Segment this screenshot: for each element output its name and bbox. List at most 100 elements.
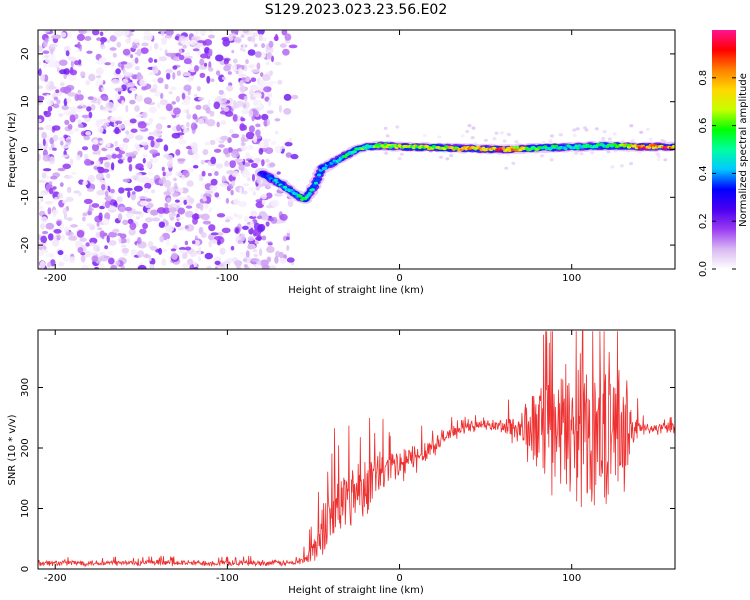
spectrogram-cell	[172, 192, 179, 198]
spectrogram-cell	[42, 168, 52, 172]
spectrogram-cell	[250, 162, 258, 169]
spectrogram-cell	[163, 191, 171, 196]
spectrogram-cell	[47, 261, 52, 268]
spectrogram-cell	[177, 226, 185, 231]
spectrogram-cell	[108, 231, 118, 238]
spectrogram-cell	[101, 108, 111, 112]
spectrogram-cell	[277, 79, 283, 85]
spectrogram-cell	[58, 261, 65, 267]
spectrogram-cell	[159, 116, 167, 120]
spectrogram-cell	[383, 126, 388, 130]
spectrogram-cell	[230, 189, 234, 196]
spectrogram-cell	[170, 248, 177, 252]
spectrogram-cell	[129, 87, 137, 92]
spectrogram-cell	[265, 192, 273, 199]
spectrogram-cell	[247, 236, 255, 242]
spectrogram-cell	[173, 107, 181, 115]
spectrogram-cell	[166, 197, 172, 203]
spectrogram-cell	[155, 138, 163, 143]
spectrogram-cell	[110, 264, 118, 269]
spectrogram-xtick-label: -100	[216, 273, 239, 284]
spectrogram-cell	[248, 159, 254, 163]
spectrogram-cell	[249, 30, 255, 36]
spectrogram-cell	[209, 139, 216, 145]
spectrogram-cell	[158, 56, 168, 62]
spectrogram-cell	[172, 72, 176, 80]
spectrogram-cell	[97, 227, 103, 231]
spectrogram-cell	[38, 179, 47, 183]
spectrogram-cell	[238, 201, 248, 208]
spectrogram-cell	[239, 85, 246, 93]
spectrogram-cell	[250, 69, 260, 73]
spectrogram-cell	[449, 154, 454, 158]
spectrogram-cell	[204, 252, 213, 260]
spectrogram-signal-cell	[506, 146, 511, 150]
spectrogram-signal-cell	[671, 144, 675, 148]
spectrogram-cell	[492, 137, 497, 141]
spectrogram-cell	[55, 234, 61, 240]
spectrogram-cell	[125, 212, 134, 219]
spectrogram-cell	[280, 145, 286, 149]
spectrogram-cell	[187, 167, 195, 173]
spectrogram-cell	[140, 141, 149, 146]
spectrogram-cell	[192, 48, 200, 52]
spectrogram-cell	[198, 118, 205, 125]
spectrogram-cell	[121, 247, 130, 254]
spectrogram-cell	[261, 43, 266, 49]
spectrogram-cell	[261, 213, 269, 221]
spectrogram-cell	[146, 161, 152, 169]
spectrogram-cell	[118, 124, 126, 129]
spectrogram-cell	[67, 92, 76, 97]
spectrogram-cell	[143, 35, 152, 41]
spectrogram-cell	[162, 171, 166, 177]
spectrogram-cell	[115, 73, 123, 79]
spectrogram-cell	[255, 129, 261, 137]
spectrogram-cell	[62, 199, 68, 204]
spectrogram-cell	[182, 45, 187, 49]
spectrogram-cell	[183, 128, 189, 134]
spectrogram-ytick-label: -20	[20, 237, 31, 253]
spectrogram-cell	[58, 112, 64, 118]
spectrogram-cell	[264, 96, 270, 102]
spectrogram-cell	[191, 213, 201, 220]
spectrogram-cell	[150, 209, 159, 216]
spectrogram-cell	[91, 143, 100, 152]
spectrogram-cell	[250, 77, 257, 82]
spectrogram-cell	[282, 235, 288, 242]
spectrogram-cell	[117, 213, 123, 221]
spectrogram-cell	[233, 198, 241, 206]
spectrogram-cell	[103, 255, 110, 259]
spectrogram-cell	[73, 190, 81, 194]
spectrogram-cell	[96, 190, 106, 196]
spectrogram-cell	[144, 182, 152, 190]
spectrogram-cell	[81, 114, 90, 119]
spectrogram-cell	[38, 95, 45, 102]
spectrogram-cell	[135, 113, 143, 118]
spectrogram-cell	[91, 203, 100, 208]
spectrogram-cell	[53, 229, 62, 234]
spectrogram-cell	[199, 72, 206, 78]
spectrogram-cell	[261, 159, 265, 167]
spectrogram-cell	[130, 54, 134, 59]
spectrogram-cell	[95, 67, 104, 75]
spectrogram-cell	[143, 254, 152, 259]
spectrogram-cell	[63, 254, 69, 262]
spectrogram-cell	[190, 142, 198, 150]
spectrogram-cell	[234, 36, 242, 44]
spectrogram-cell	[134, 66, 140, 71]
spectrogram-cell	[252, 191, 257, 196]
spectrogram-cell	[43, 62, 47, 69]
spectrogram-cell	[148, 45, 153, 52]
spectrogram-cell	[267, 242, 273, 246]
spectrogram-cell	[63, 98, 68, 107]
spectrogram-xlabel: Height of straight line (km)	[288, 285, 424, 296]
spectrogram-cell	[115, 260, 120, 266]
spectrogram-cell	[82, 180, 88, 186]
spectrogram-cell	[122, 48, 131, 56]
spectrogram-cell	[52, 134, 59, 142]
spectrogram-cell	[619, 164, 624, 168]
spectrogram-cell	[263, 140, 269, 149]
spectrogram-cell	[171, 252, 178, 260]
spectrogram-cell	[132, 44, 138, 49]
spectrogram-cell	[214, 260, 221, 265]
